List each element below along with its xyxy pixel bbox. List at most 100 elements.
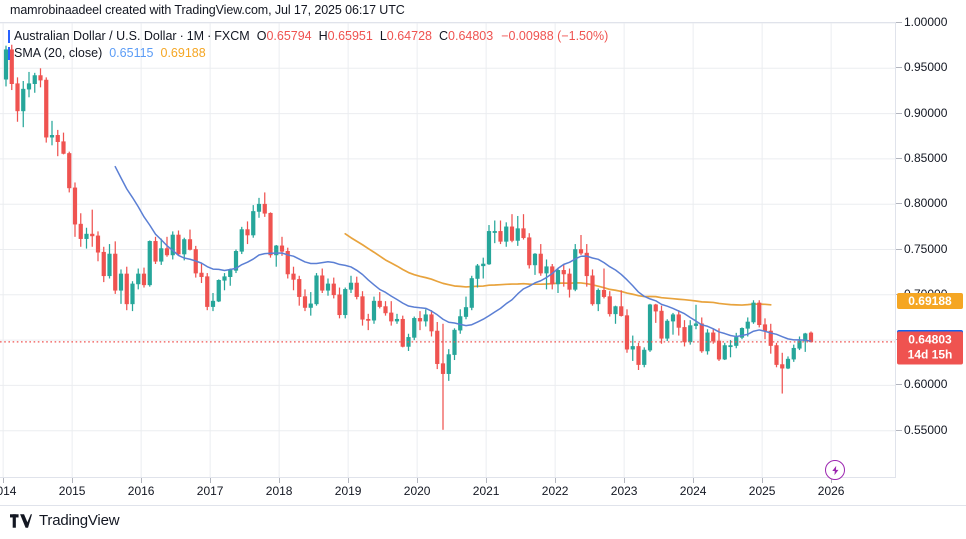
time-axis-tick (348, 478, 350, 483)
candle-body (164, 248, 170, 256)
candle-body (745, 321, 750, 329)
candle-body (118, 273, 124, 291)
candle-body (613, 306, 618, 315)
candle-body (555, 270, 561, 285)
candle-body (3, 49, 9, 80)
candle-body (371, 300, 377, 321)
candle-body (797, 340, 802, 349)
candle-body (21, 88, 26, 112)
candle-body (463, 307, 469, 317)
last-price-badge[interactable]: 0.64803 14d 15h (897, 331, 963, 365)
candle-body (348, 282, 354, 290)
candle-body (481, 263, 486, 267)
candle-body (124, 273, 129, 305)
candle-body (607, 296, 612, 315)
candle-body (233, 251, 239, 271)
candle-body (624, 315, 630, 350)
lightning-bolt-icon[interactable] (825, 460, 845, 480)
candle-body (584, 252, 589, 277)
candle-body (785, 358, 791, 369)
candle-body (205, 276, 210, 307)
time-axis-tick (417, 478, 419, 483)
candle-body (366, 318, 371, 321)
candle-body (337, 294, 342, 316)
price-axis-label: 0.95000 (904, 60, 948, 75)
candle-body (32, 75, 37, 84)
time-axis-tick (555, 478, 557, 483)
tradingview-footer[interactable]: TradingView (10, 512, 120, 529)
candle-body (302, 296, 308, 308)
time-axis-label: 2018 (265, 484, 293, 498)
candle-body (527, 237, 532, 266)
candle-body (676, 314, 681, 328)
candlestick-series (3, 44, 814, 430)
candle-body (78, 223, 83, 239)
tradingview-logo-icon (10, 513, 32, 528)
candle-body (9, 49, 14, 85)
candle-body (711, 332, 716, 342)
candle-body (308, 303, 313, 308)
candle-body (716, 340, 722, 360)
candle-body (590, 275, 595, 305)
candle-body (176, 234, 181, 255)
candle-body (222, 276, 227, 281)
candlestick-chart-svg (0, 23, 895, 477)
time-axis-tick (141, 478, 143, 483)
price-axis-dash (896, 112, 902, 114)
candle-body (136, 273, 141, 285)
candle-body (256, 203, 262, 212)
time-axis-tick (693, 478, 695, 483)
candle-body (578, 249, 584, 254)
candle-body (141, 273, 147, 286)
candle-body (423, 314, 428, 322)
candle-body (774, 345, 779, 365)
candle-body (469, 278, 474, 308)
candle-body (596, 289, 601, 305)
price-axis-dash (896, 67, 902, 69)
candle-body (314, 275, 319, 305)
candle-body (49, 135, 55, 138)
time-axis-tick (72, 478, 74, 483)
candle-body (665, 320, 670, 339)
price-axis-label: 0.85000 (904, 150, 948, 165)
candle-body (739, 328, 745, 338)
candle-body (440, 363, 446, 374)
candle-body (659, 310, 664, 339)
candle-body (567, 273, 572, 290)
candle-body (130, 283, 135, 305)
candle-body (509, 226, 515, 241)
time-axis-label: 2022 (541, 484, 569, 498)
candle-body (245, 229, 250, 236)
candle-body (492, 231, 497, 233)
sma-orange-price-badge[interactable]: 0.69188 (897, 293, 963, 310)
candle-body (38, 75, 43, 81)
chart-plot-area[interactable] (0, 22, 895, 478)
price-axis-dash (896, 248, 902, 250)
time-axis-label: 2017 (196, 484, 224, 498)
candle-body (107, 253, 112, 277)
time-axis-label: 2026 (817, 484, 845, 498)
candle-body (647, 304, 653, 351)
candle-body (15, 83, 20, 112)
candle-body (297, 279, 302, 297)
candle-body (377, 300, 382, 307)
candle-body (642, 349, 647, 365)
candle-body (159, 248, 164, 262)
price-axis[interactable]: 1.00000 0.95000 0.90000 0.85000 0.80000 0.750… (895, 15, 966, 478)
candle-body (532, 253, 538, 266)
candle-body (343, 289, 348, 316)
candle-body (95, 235, 101, 253)
candle-body (768, 330, 773, 346)
candle-body (291, 273, 296, 280)
time-axis-tick (3, 478, 5, 483)
candle-body (412, 318, 417, 338)
candle-body (113, 253, 118, 291)
time-axis-tick (210, 478, 212, 483)
price-axis-label: 0.90000 (904, 105, 948, 120)
candle-body (699, 323, 704, 352)
candle-body (360, 296, 365, 320)
candle-body (147, 241, 152, 286)
time-axis[interactable]: 2014 2015 2016 2017 2018 2019 2020 2021 2022 2023… (0, 478, 895, 506)
candle-body (682, 327, 687, 343)
price-axis-label: 1.00000 (904, 15, 948, 29)
